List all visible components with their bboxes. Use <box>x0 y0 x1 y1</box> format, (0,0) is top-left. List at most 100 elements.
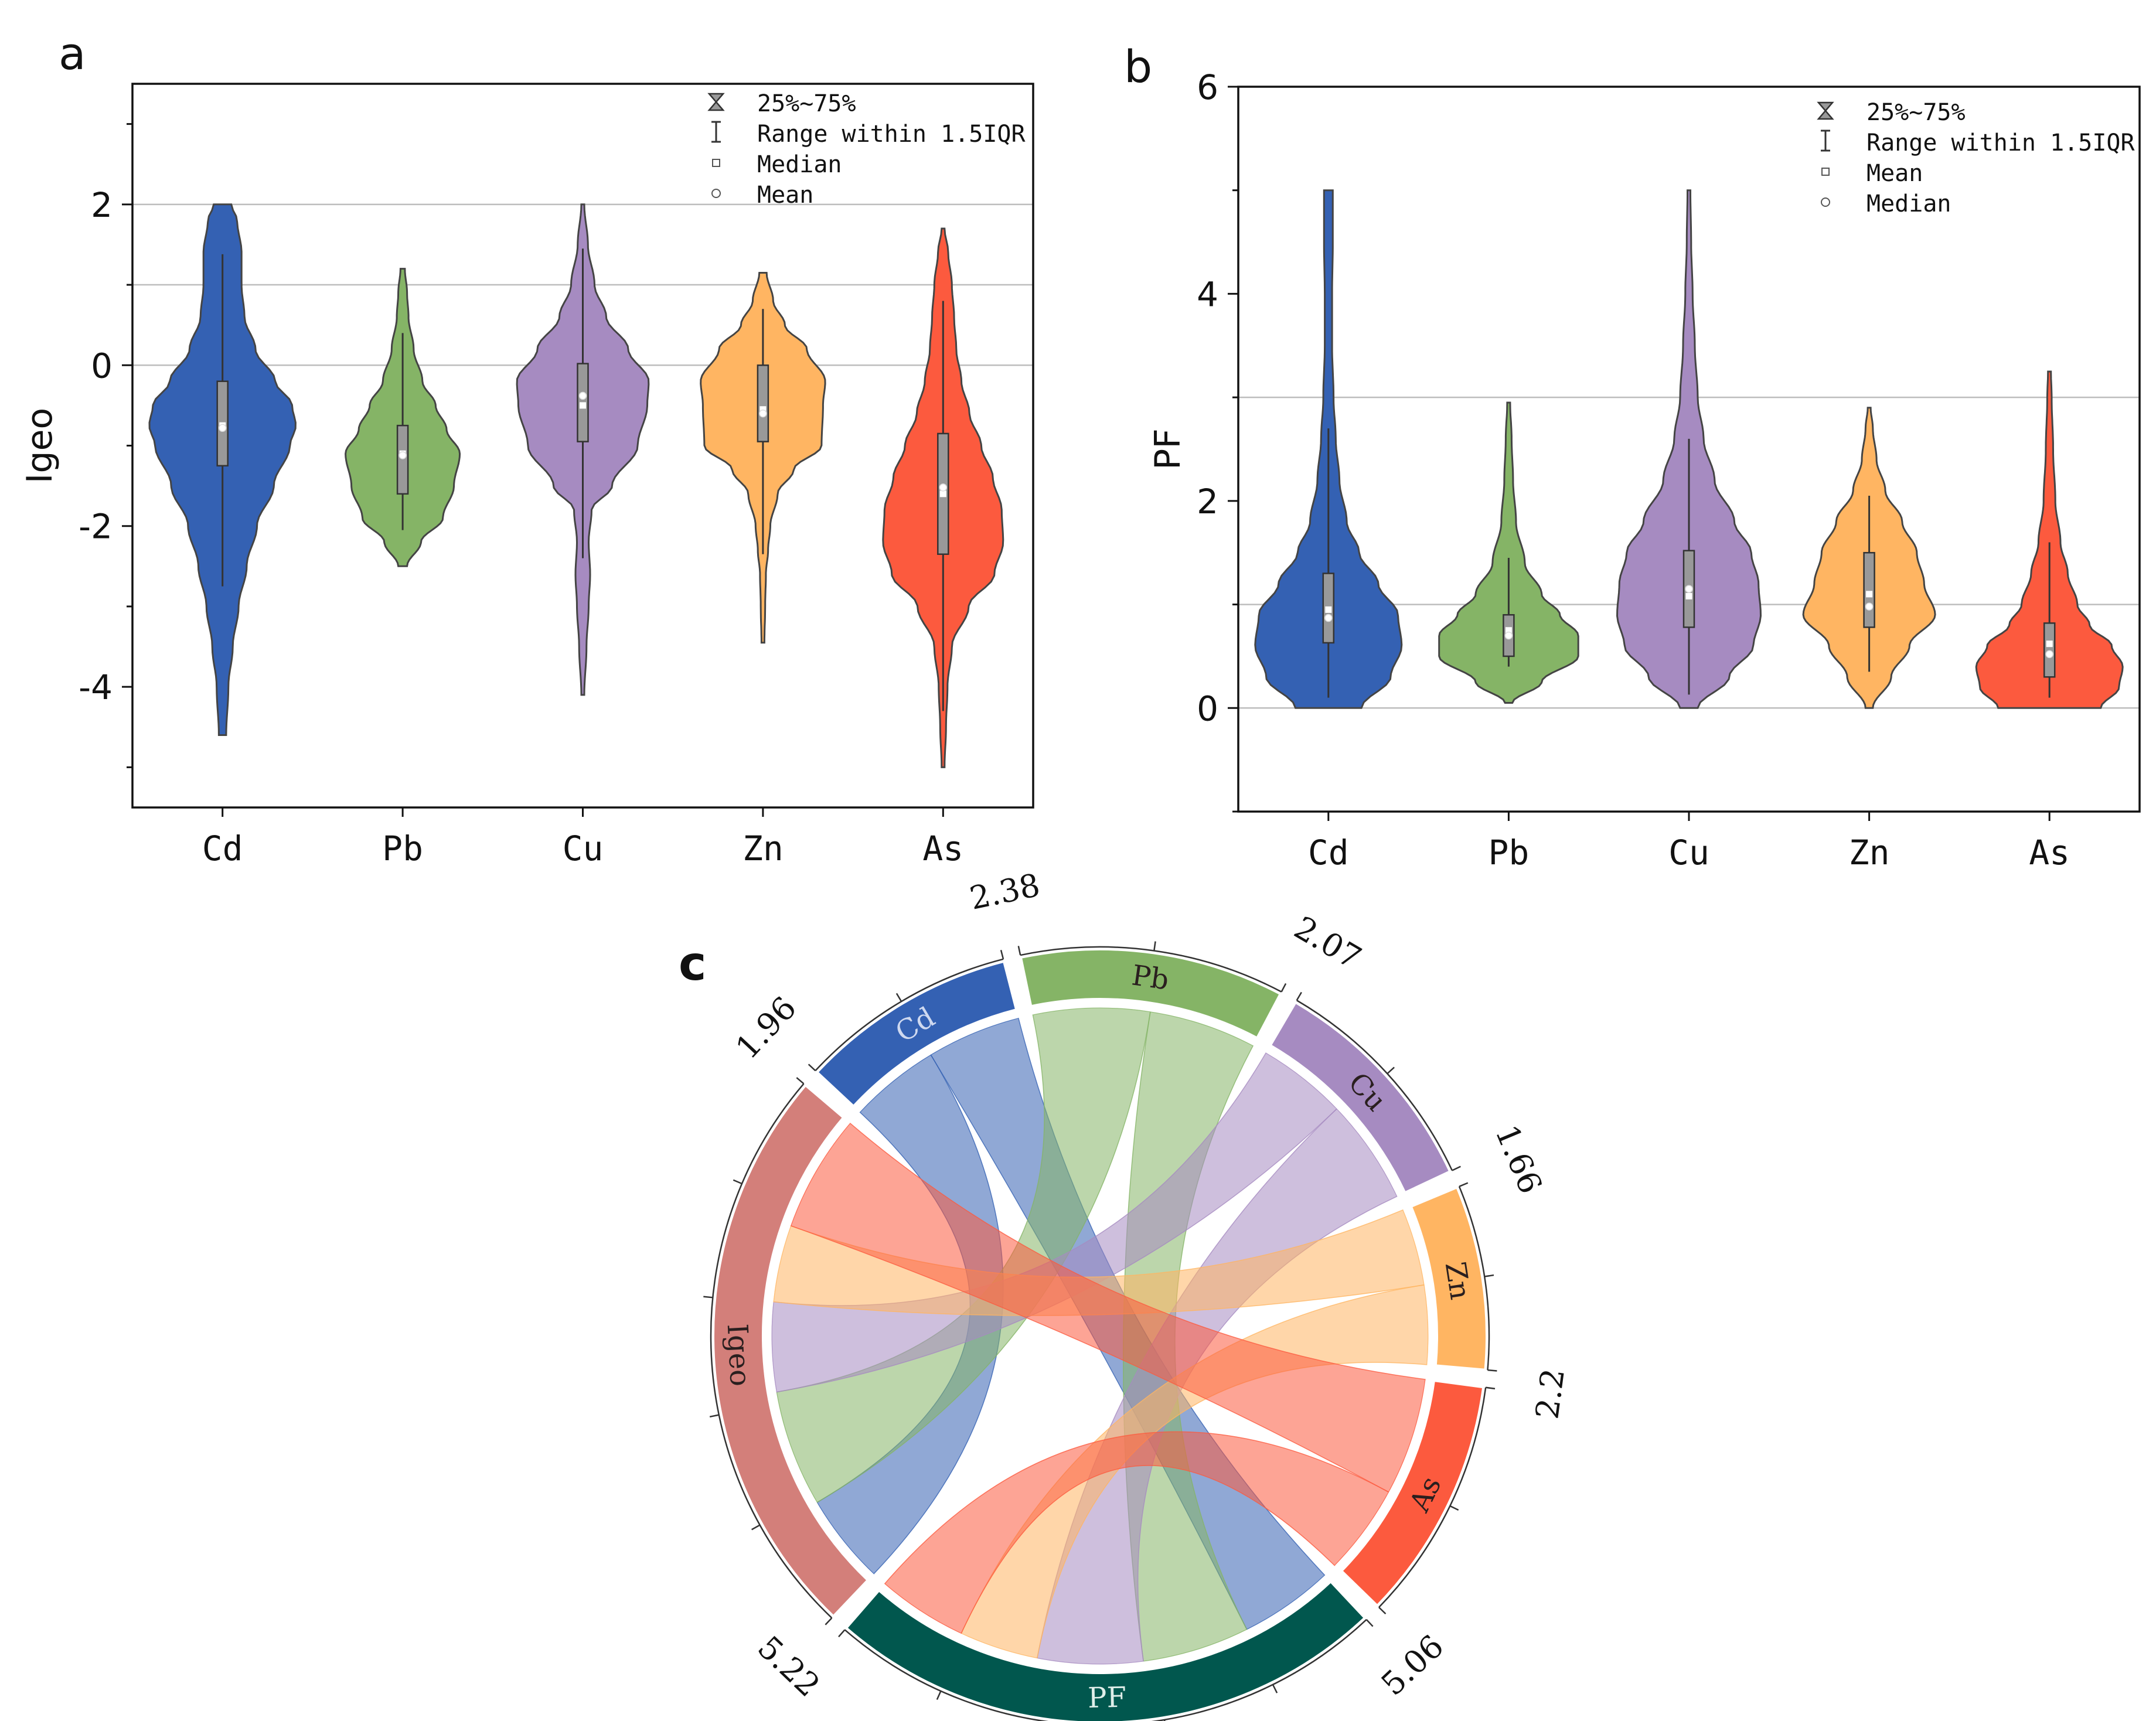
sector-start-value: 5.06 <box>1374 1628 1451 1703</box>
sector-inner-edge <box>856 1013 1019 1113</box>
legend-square-icon <box>712 159 720 167</box>
sector-start-value: 2.38 <box>966 867 1043 917</box>
sector-tick <box>1449 1505 1459 1511</box>
y-tick-label: -2 <box>79 507 113 547</box>
mean-marker-cu <box>578 391 587 400</box>
legend-box-icon <box>707 93 725 111</box>
sector-tick <box>733 1179 742 1185</box>
sector-cd <box>815 960 1018 1108</box>
sector-tick <box>1296 991 1302 1001</box>
sector-inner-edge <box>881 1575 1329 1670</box>
legend-label: Median <box>757 151 842 178</box>
sector-tick <box>838 1629 846 1638</box>
sector-inner-edge <box>1031 1002 1256 1046</box>
iqr-box-as <box>2043 622 2056 678</box>
iqr-box-pb <box>396 424 409 495</box>
sector-tick <box>1153 941 1156 951</box>
median-marker-cu <box>580 402 586 409</box>
mean-marker-cu <box>1685 585 1693 593</box>
median-marker-cd <box>1325 606 1332 613</box>
legend-label: Range within 1.5IQR <box>1867 129 2135 156</box>
sector-zn <box>1409 1185 1488 1371</box>
sector-start-value: 2.07 <box>1288 909 1368 976</box>
x-tick-label: Cu <box>1668 833 1709 873</box>
sector-tick <box>1452 1165 1461 1171</box>
x-tick-label: As <box>2029 833 2070 873</box>
sector-start-value: 1.66 <box>1488 1120 1549 1199</box>
sector-pb <box>1019 948 1282 1040</box>
x-tick-label: Pb <box>382 829 423 868</box>
sector-start-value: 5.22 <box>751 1629 827 1705</box>
sector-inner-edge <box>1265 1048 1402 1197</box>
mean-marker-pb <box>1504 631 1513 640</box>
x-tick-label: Cu <box>563 829 604 868</box>
sector-tick <box>1484 1274 1494 1277</box>
legend-label: 25%~75% <box>1867 99 1966 126</box>
sector-axis <box>1296 1000 1453 1171</box>
sector-tick <box>1280 983 1287 993</box>
legend-circle-icon <box>711 189 721 198</box>
legend-circle-icon <box>1821 197 1830 207</box>
x-tick-label: As <box>922 829 963 868</box>
x-tick-label: Zn <box>1849 833 1890 873</box>
panel-label: b <box>1124 40 1152 93</box>
sector-tick <box>1000 950 1004 960</box>
y-tick-label: 2 <box>91 185 113 225</box>
y-axis-label: Igeo <box>19 408 60 483</box>
median-marker-as <box>2046 640 2053 647</box>
sector-tick <box>936 1691 942 1700</box>
median-marker-cu <box>1685 592 1692 599</box>
median-marker-as <box>939 490 946 497</box>
mean-marker-zn <box>759 409 767 418</box>
chord-as-pf <box>884 1431 1389 1634</box>
chord-as-igeo <box>790 1122 1426 1493</box>
sector-start-value: 2.2 <box>1528 1366 1572 1421</box>
sector-axis <box>1020 946 1282 993</box>
iqr-box-zn <box>1863 551 1875 628</box>
legend-box-icon <box>1817 101 1834 120</box>
x-tick-label: Cd <box>202 829 243 868</box>
chord-zn-igeo <box>773 1209 1425 1316</box>
sector-igeo <box>712 1083 870 1618</box>
median-marker-zn <box>1866 591 1873 598</box>
mean-marker-zn <box>1865 602 1874 611</box>
legend-label: Median <box>1867 190 1951 217</box>
sector-start-value: 1.96 <box>728 990 803 1066</box>
y-tick-label: 6 <box>1197 67 1218 107</box>
mean-marker-cd <box>218 424 227 432</box>
sector-inner-edge <box>1335 1379 1431 1569</box>
sector-label-pb: Pb <box>1130 959 1171 996</box>
sector-tick <box>1017 946 1021 956</box>
panel-label: a <box>59 28 86 80</box>
mean-marker-as <box>2045 650 2053 659</box>
violin-chart-pf: 0 2 4 6 Cd Pb Cu Zn As PF b 25%~75% Range within 1.5… <box>1124 40 2141 873</box>
sector-tick <box>751 1524 761 1531</box>
sector-inner-edge <box>1403 1207 1434 1366</box>
violin-chart-igeo: -4 -2 0 2 Cd Pb Cu Zn As Igeo a 25%~75% Range within… <box>19 28 1034 868</box>
y-axis-label: PF <box>1147 428 1188 470</box>
y-tick-label: 0 <box>91 346 113 386</box>
sector-axis <box>1458 1186 1490 1371</box>
sector-axis <box>710 1083 833 1619</box>
legend-label: Range within 1.5IQR <box>757 121 1026 148</box>
y-tick-label: 4 <box>1197 274 1218 314</box>
sector-label-pf: PF <box>1088 1681 1127 1715</box>
sector-tick <box>709 1414 720 1418</box>
sector-tick <box>1459 1182 1469 1187</box>
sector-as <box>1340 1379 1485 1608</box>
sector-tick <box>1486 1386 1496 1390</box>
sector-tick <box>1487 1369 1497 1372</box>
violin-as <box>1975 370 2124 709</box>
sector-cu <box>1269 1000 1452 1195</box>
legend-whisker-icon <box>1821 129 1830 152</box>
y-tick-label: 2 <box>1197 482 1218 522</box>
sector-pf <box>844 1580 1367 1721</box>
mean-marker-pb <box>398 451 407 459</box>
violin-pb <box>1438 401 1579 704</box>
sector-tick <box>1365 1619 1374 1627</box>
legend-label: 25%~75% <box>757 90 856 117</box>
sector-tick <box>1387 1066 1395 1075</box>
sector-axis <box>844 1618 1367 1721</box>
legend-square-icon <box>1821 168 1830 176</box>
